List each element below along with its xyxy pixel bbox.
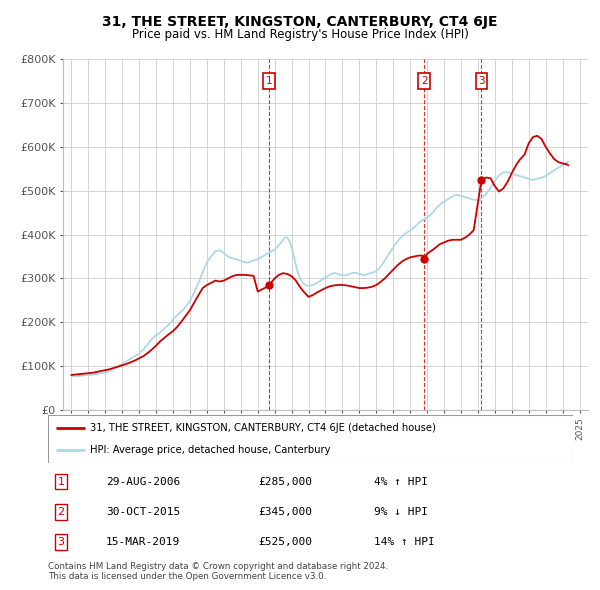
Text: 14% ↑ HPI: 14% ↑ HPI	[373, 537, 434, 547]
Text: £345,000: £345,000	[258, 507, 312, 517]
Text: 2: 2	[421, 76, 428, 86]
Text: £285,000: £285,000	[258, 477, 312, 487]
Text: 4% ↑ HPI: 4% ↑ HPI	[373, 477, 427, 487]
Text: 31, THE STREET, KINGSTON, CANTERBURY, CT4 6JE (detached house): 31, THE STREET, KINGSTON, CANTERBURY, CT…	[90, 423, 436, 433]
Text: Contains HM Land Registry data © Crown copyright and database right 2024.
This d: Contains HM Land Registry data © Crown c…	[48, 562, 388, 581]
Text: Price paid vs. HM Land Registry's House Price Index (HPI): Price paid vs. HM Land Registry's House …	[131, 28, 469, 41]
Text: 1: 1	[266, 76, 272, 86]
Text: 15-MAR-2019: 15-MAR-2019	[106, 537, 180, 547]
Text: 2: 2	[58, 507, 65, 517]
Text: HPI: Average price, detached house, Canterbury: HPI: Average price, detached house, Cant…	[90, 445, 331, 455]
Text: 31, THE STREET, KINGSTON, CANTERBURY, CT4 6JE: 31, THE STREET, KINGSTON, CANTERBURY, CT…	[102, 15, 498, 29]
Text: 1: 1	[58, 477, 65, 487]
Text: £525,000: £525,000	[258, 537, 312, 547]
Text: 3: 3	[478, 76, 485, 86]
Text: 29-AUG-2006: 29-AUG-2006	[106, 477, 180, 487]
Text: 9% ↓ HPI: 9% ↓ HPI	[373, 507, 427, 517]
Text: 3: 3	[58, 537, 65, 547]
Text: 30-OCT-2015: 30-OCT-2015	[106, 507, 180, 517]
